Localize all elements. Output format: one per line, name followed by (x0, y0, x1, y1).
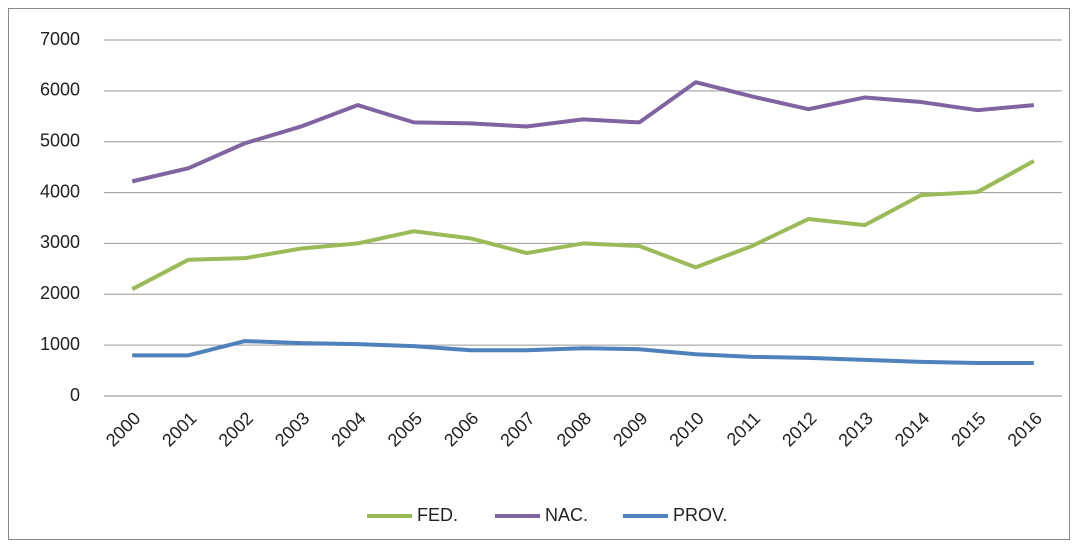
legend-label: NAC. (545, 505, 588, 525)
y-tick-label: 3000 (40, 232, 80, 252)
y-tick-label: 2000 (40, 283, 80, 303)
y-tick-label: 4000 (40, 181, 80, 201)
legend-label: FED. (417, 505, 458, 525)
data-line (131, 159, 1035, 291)
y-tick-label: 6000 (40, 80, 80, 100)
data-line (131, 80, 1034, 184)
y-tick-label: 5000 (40, 130, 80, 150)
y-tick-label: 0 (70, 385, 80, 405)
chart-frame (8, 8, 1070, 540)
y-tick-label: 7000 (40, 29, 80, 49)
legend-label: PROV. (673, 505, 727, 525)
y-tick-label: 1000 (40, 334, 80, 354)
data-line (132, 339, 1034, 365)
